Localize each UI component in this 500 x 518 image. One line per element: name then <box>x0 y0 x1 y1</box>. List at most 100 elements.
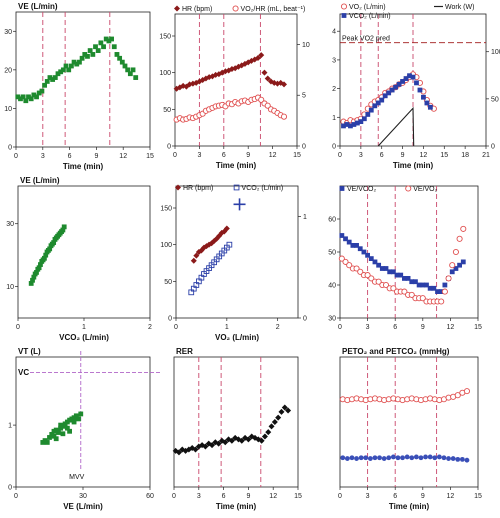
x-axis-title-p3: Time (min) <box>393 161 434 170</box>
panel-p6: 0 3 6 9 12 15 30 40 50 60 VE/VCO₂ VE/VO₂ <box>328 185 482 331</box>
data-point-p4-0-14 <box>47 246 53 252</box>
data-point-p1-0-34 <box>106 38 112 44</box>
ytick-label-p1-0: 0 <box>8 145 12 152</box>
data-point-p6-1-2 <box>346 262 353 269</box>
data-point-p6-1-19 <box>408 291 415 298</box>
ytick-label-p3-4: 4 <box>332 29 336 36</box>
data-point-p1-0-17 <box>60 67 66 73</box>
data-point-p1-0-13 <box>50 77 56 82</box>
plot-frame-p8 <box>173 356 299 488</box>
data-point-p1-0-24 <box>79 55 85 61</box>
xtick-label-p5-1: 1 <box>225 324 229 331</box>
data-point-p5-0-0 <box>190 257 197 264</box>
xtick-label-p8-3: 9 <box>246 493 250 500</box>
vc-label: VC <box>18 368 29 377</box>
data-point-p9-1-8 <box>377 455 382 461</box>
data-point-p4-0-7 <box>38 262 43 267</box>
data-point-p9-1-14 <box>404 454 410 460</box>
data-point-p6-0-32 <box>457 262 462 268</box>
legend-label-p5-1: VCO₂ (L/min) <box>242 185 284 192</box>
data-point-p3-1-16 <box>396 81 402 87</box>
ytick-label-p6-2: 50 <box>328 250 336 257</box>
data-point-p4-0-2 <box>31 274 37 280</box>
data-point-p6-0-24 <box>427 285 433 291</box>
data-point-p8-0-22 <box>245 436 252 443</box>
panel-p4: 0 1 2 10 30 VCO₂ (L/min) VE (L/min) <box>6 176 152 342</box>
data-point-p6-0-18 <box>405 276 411 281</box>
legend-swatch-p5-1 <box>233 184 240 191</box>
data-point-p1-0-42 <box>127 71 133 77</box>
data-point-p5-1-15 <box>226 241 233 248</box>
data-point-p8-0-29 <box>268 423 275 430</box>
ytick-label-p6-1: 40 <box>328 283 336 290</box>
data-point-p9-1-17 <box>418 455 424 461</box>
ytick-label-p2-0: 0 <box>167 144 171 151</box>
legend-label-p2-1: VO₂/HR (mL, beat⁻¹) <box>241 6 306 13</box>
data-point-p7-0-14 <box>64 425 70 431</box>
data-point-p1-0-16 <box>58 69 64 75</box>
data-point-p6-0-3 <box>350 243 356 248</box>
data-point-p6-1-29 <box>445 275 452 282</box>
ytick-label-p7-1: 1 <box>8 423 12 430</box>
data-point-p4-0-6 <box>36 265 42 271</box>
data-point-p1-0-3 <box>23 98 29 104</box>
data-point-p9-1-27 <box>464 457 470 463</box>
data-point-p3-1-6 <box>361 116 367 122</box>
data-point-p6-0-14 <box>390 269 396 275</box>
xtick-label-p1-5: 15 <box>146 153 154 160</box>
data-point-p6-1-31 <box>452 248 459 256</box>
xtick-label-p1-1: 3 <box>41 153 45 160</box>
data-point-p8-0-20 <box>238 437 245 444</box>
data-point-p6-0-33 <box>460 259 466 265</box>
data-point-p1-0-7 <box>34 94 39 100</box>
data-point-p9-1-12 <box>395 455 401 461</box>
data-point-p6-1-12 <box>382 281 390 289</box>
xtick-label-p6-3: 9 <box>421 324 425 331</box>
x-axis-title-p9: Time (min) <box>389 502 430 511</box>
data-point-p6-1-27 <box>438 298 445 305</box>
data-point-p6-1-22 <box>419 295 426 302</box>
y2tick-label-p2-2: 10 <box>302 42 310 49</box>
data-point-p7-0-19 <box>73 413 79 419</box>
xtick-label-p3-4: 12 <box>420 152 428 159</box>
data-point-p6-1-4 <box>353 265 360 272</box>
xtick-label-p3-2: 6 <box>380 152 384 159</box>
data-point-p9-1-0 <box>340 455 346 461</box>
data-point-p8-0-32 <box>278 408 285 415</box>
y2tick-label-p2-1: 5 <box>302 93 306 100</box>
panel-p5: 0 1 2 0 50 100 150 0 1 VO₂ (L/min) HR (bpm) VCO₂ (L… <box>160 184 307 342</box>
ytick-label-p2-3: 150 <box>159 34 171 41</box>
y2tick-label-p5-1: 1 <box>303 214 307 221</box>
x-axis-title-p2: Time (min) <box>216 161 257 170</box>
data-point-p6-0-28 <box>442 282 448 288</box>
data-point-p6-0-10 <box>376 262 382 268</box>
data-point-p3-1-5 <box>358 119 364 125</box>
hline-label-p3: Peak VO2 pred <box>342 36 390 43</box>
xtick-label-p2-1: 3 <box>197 152 201 159</box>
panel-p9: 0 3 6 9 12 15 Time (min) PETO₂ and PETCO₂ (mmHg… <box>338 347 482 511</box>
data-point-p4-0-11 <box>43 252 49 258</box>
data-point-p3-1-9 <box>372 103 378 109</box>
data-point-p3-1-13 <box>386 90 392 96</box>
data-point-p3-1-17 <box>400 79 405 84</box>
data-point-p6-0-22 <box>420 282 426 288</box>
data-point-p1-0-10 <box>42 82 47 88</box>
xtick-label-p4-1: 1 <box>82 324 86 331</box>
data-point-p2-1-26 <box>258 96 265 103</box>
data-point-p6-0-27 <box>438 289 444 294</box>
data-point-p3-1-1 <box>344 122 350 127</box>
data-point-p1-0-39 <box>119 59 125 65</box>
ytick-label-p1-2: 20 <box>4 67 12 74</box>
data-point-p2-0-26 <box>258 52 265 59</box>
legend-swatch-p3-0 <box>340 3 348 10</box>
xtick-label-p6-2: 6 <box>393 324 397 331</box>
data-point-p2-0-25 <box>254 55 261 61</box>
xtick-label-p9-1: 3 <box>366 493 370 500</box>
ytick-label-p4-1: 30 <box>6 221 14 228</box>
data-point-p1-0-43 <box>130 67 136 73</box>
data-point-p1-0-36 <box>111 44 117 50</box>
data-point-p7-0-11 <box>60 423 66 429</box>
xtick-label-p9-4: 12 <box>447 493 455 500</box>
xtick-label-p5-0: 0 <box>174 324 178 331</box>
plot-frame-p2 <box>174 13 298 147</box>
